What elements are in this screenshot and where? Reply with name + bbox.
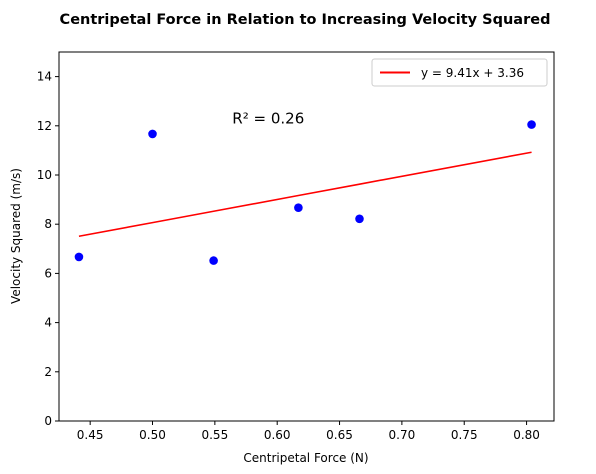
- x-tick-label: 0.60: [264, 428, 291, 442]
- x-tick-label: 0.70: [389, 428, 416, 442]
- x-tick-label: 0.65: [326, 428, 353, 442]
- chart-title: Centripetal Force in Relation to Increas…: [60, 12, 551, 28]
- x-tick-label: 0.80: [513, 428, 540, 442]
- fit-line: [78, 151, 532, 238]
- y-tick-label: 0: [44, 414, 52, 428]
- y-tick-label: 10: [37, 168, 52, 182]
- fit-line-series: [78, 151, 532, 238]
- x-tick-label: 0.45: [77, 428, 104, 442]
- plot-area: [58, 51, 555, 422]
- y-tick-label: 14: [37, 70, 52, 84]
- y-tick-label: 12: [37, 119, 52, 133]
- data-point: [527, 120, 536, 129]
- data-point: [294, 203, 303, 213]
- y-tick-label: 6: [44, 266, 52, 280]
- x-tick-label: 0.50: [139, 428, 166, 442]
- plot-frame: [58, 51, 555, 422]
- x-axis-label: Centripetal Force (N): [243, 451, 368, 465]
- legend: y = 9.41x + 3.36: [371, 58, 548, 87]
- data-point: [74, 252, 84, 262]
- x-tick-label: 0.55: [201, 428, 228, 442]
- x-tick-label: 0.75: [451, 428, 478, 442]
- y-tick-label: 8: [44, 217, 52, 231]
- legend-box: [371, 58, 548, 87]
- data-point: [148, 129, 157, 139]
- y-axis-ticks: 0 2 4 6 8 10 12 14: [37, 70, 59, 428]
- y-tick-label: 4: [44, 316, 52, 330]
- y-axis-label: Velocity Squared (m/s): [9, 168, 23, 304]
- data-point: [209, 256, 218, 265]
- data-point: [355, 214, 364, 224]
- legend-label-fit-line: y = 9.41x + 3.36: [421, 66, 524, 80]
- y-tick-label: 2: [44, 365, 52, 379]
- r-squared-annotation: R² = 0.26: [232, 109, 304, 127]
- x-axis-ticks: 0.45 0.50 0.55 0.60 0.65 0.70 0.75 0.80: [77, 421, 540, 442]
- scatter-points-series: [74, 120, 536, 265]
